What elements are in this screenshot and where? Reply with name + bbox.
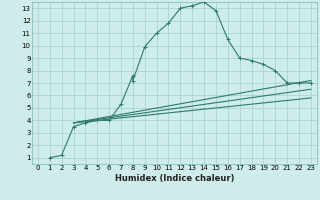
X-axis label: Humidex (Indice chaleur): Humidex (Indice chaleur) [115, 174, 234, 183]
